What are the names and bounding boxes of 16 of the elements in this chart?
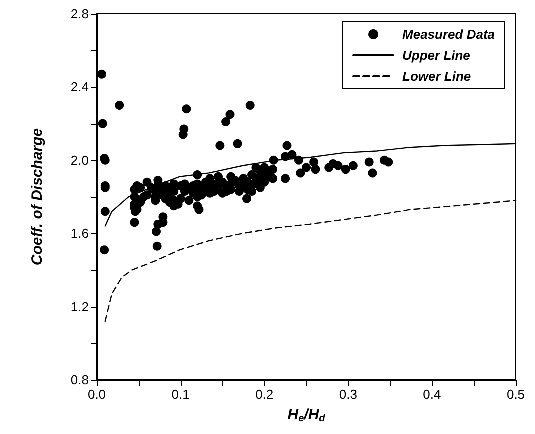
legend-label: Lower Line [402,69,472,84]
x-tick-label: 0.3 [339,387,358,402]
x-tick-label: 0.0 [88,387,106,402]
y-tick-label: 2.4 [70,80,89,95]
y-tick-label: 0.8 [70,372,89,388]
x-tick-label: 0.1 [172,387,190,402]
y-tick-label: 2.0 [70,152,89,168]
x-tick-label: 0.5 [506,387,526,402]
y-tick-label: 2.8 [70,6,89,22]
y-axis-title: Coeff. of Discharge [29,128,46,266]
y-tick-label: 1.2 [70,299,89,314]
x-tick-label: 0.2 [256,387,274,402]
legend-label: Upper Line [402,48,470,63]
x-tick-label: 0.4 [423,387,442,402]
y-tick-label: 1.6 [70,226,89,242]
legend-label: Measured Data [402,27,496,42]
